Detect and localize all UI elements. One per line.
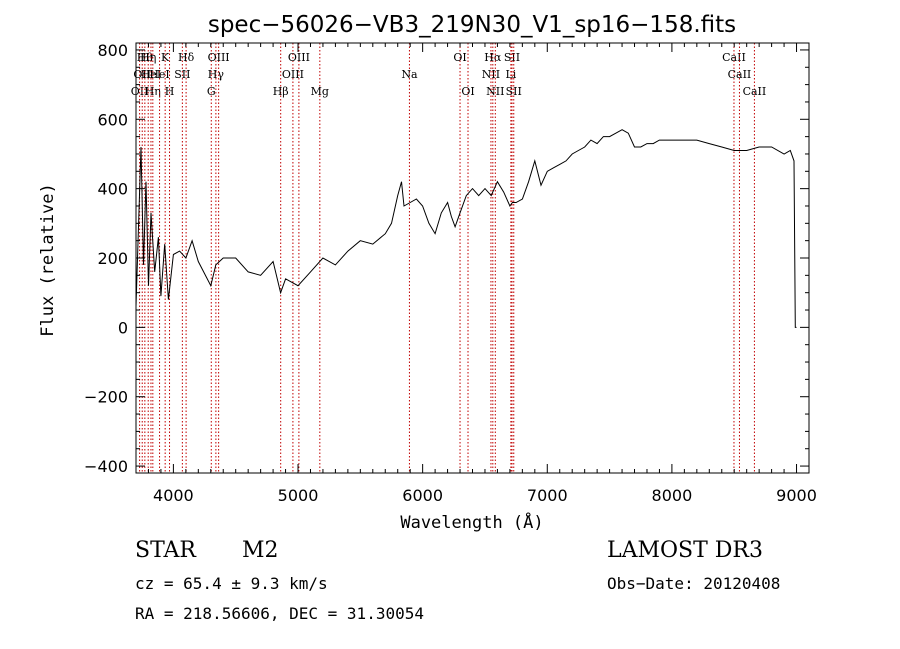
x-tick-label: 5000 xyxy=(278,486,319,505)
plot-frame xyxy=(135,42,810,474)
line-label: Hβ xyxy=(273,85,289,98)
y-tick-label: −400 xyxy=(84,457,128,476)
redshift-cz: cz = 65.4 ± 9.3 km/s xyxy=(135,574,328,593)
y-tick-label: 200 xyxy=(97,249,128,268)
line-label: CaII xyxy=(728,68,752,81)
line-label: Mg xyxy=(311,85,329,98)
line-label: OIII xyxy=(288,51,310,64)
x-tick-label: 8000 xyxy=(652,486,693,505)
line-label: Hδ xyxy=(178,51,195,64)
line-label: H xyxy=(165,85,175,98)
line-label: CaII xyxy=(722,51,746,64)
y-tick-label: 800 xyxy=(97,41,128,60)
y-tick-label: −200 xyxy=(84,388,128,407)
line-label: OI xyxy=(453,51,466,64)
line-label: OII xyxy=(133,68,151,81)
survey-name: LAMOST DR3 xyxy=(607,538,763,563)
line-label: SII xyxy=(504,51,520,64)
observation-date: Obs−Date: 20120408 xyxy=(607,574,781,593)
line-label: Hγ xyxy=(208,68,225,81)
x-axis-label: Wavelength (Å) xyxy=(400,511,543,533)
x-tick-label: 6000 xyxy=(402,486,443,505)
line-label: CaII xyxy=(743,85,767,98)
object-class: STAR xyxy=(135,538,196,563)
line-label: OII xyxy=(131,85,149,98)
spectrum-line xyxy=(135,129,797,328)
line-label: K xyxy=(161,51,170,64)
x-tick-label: 9000 xyxy=(776,486,817,505)
line-label: NII xyxy=(482,68,500,81)
y-axis: −400 −200 0 200 400 600 800 xyxy=(84,41,809,476)
coordinates: RA = 218.56606, DEC = 31.30054 xyxy=(135,604,424,623)
object-subclass: M2 xyxy=(242,538,279,563)
line-label: G xyxy=(207,85,216,98)
line-label: Hη xyxy=(145,85,161,98)
y-tick-label: 0 xyxy=(118,318,128,337)
y-tick-label: 600 xyxy=(97,110,128,129)
line-label: OIII xyxy=(282,68,304,81)
line-label: SII xyxy=(174,68,190,81)
line-label: NII xyxy=(486,85,504,98)
line-label: Hθ xyxy=(137,51,154,64)
line-label: Li xyxy=(505,68,516,81)
y-tick-label: 400 xyxy=(97,180,128,199)
x-axis: 4000 5000 6000 7000 8000 9000 xyxy=(135,43,817,505)
line-label: Hη xyxy=(140,51,156,64)
y-axis-label: Flux (relative) xyxy=(38,183,58,337)
x-tick-label: 4000 xyxy=(153,486,194,505)
line-label: OI xyxy=(461,85,474,98)
line-label: Na xyxy=(401,68,418,81)
line-label: SII xyxy=(506,85,522,98)
line-label: HeI xyxy=(141,68,161,81)
line-label: HeI xyxy=(149,68,169,81)
x-tick-label: 7000 xyxy=(527,486,568,505)
line-label: OIII xyxy=(208,51,230,64)
line-label: Hα xyxy=(484,51,502,64)
chart-title: spec−56026−VB3_219N30_V1_sp16−158.fits xyxy=(208,12,736,38)
